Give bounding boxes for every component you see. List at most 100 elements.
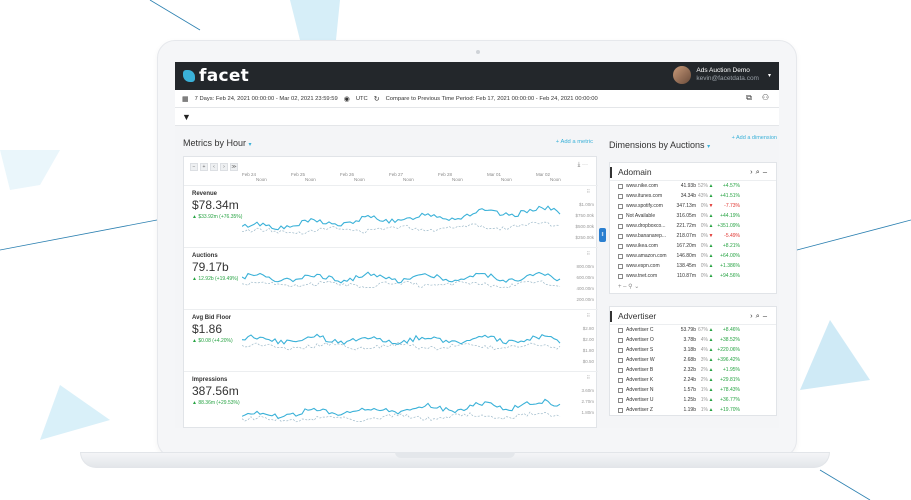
download-icon[interactable]: ⤓ xyxy=(577,162,581,168)
dimension-row[interactable]: Advertiser U 1.25b 1% ▲ +36.77% xyxy=(610,395,776,405)
comparison-series-line xyxy=(242,221,561,235)
chart-control-button[interactable]: + xyxy=(200,163,208,171)
dimension-row[interactable]: www.spotify.com 347.13m 0% ▼ -7.73% xyxy=(610,201,776,211)
time-axis-sub: Noon xyxy=(354,177,365,182)
row-checkbox[interactable] xyxy=(618,193,623,199)
dimension-row[interactable]: www.amazon.com 146.80m 0% ▲ +64.00% xyxy=(610,251,776,261)
add-metric-button[interactable]: + Add a metric xyxy=(555,139,593,145)
plus-icon[interactable]: + – ⚲ xyxy=(618,284,635,290)
row-checkbox[interactable] xyxy=(618,203,623,209)
dimension-row[interactable]: www.itunes.com 34.34b 43% ▲ +41.51% xyxy=(610,191,776,201)
chevron-down-icon[interactable]: ▾ xyxy=(767,72,771,79)
dimension-row[interactable]: Advertiser C 53.79b 67% ▲ +8.46% xyxy=(610,325,776,335)
row-checkbox[interactable] xyxy=(618,367,623,373)
row-checkbox[interactable] xyxy=(618,213,623,219)
chevron-down-icon[interactable]: ⌄ xyxy=(634,284,640,290)
dimension-row[interactable]: Advertiser Z 1.19b 1% ▲ +19.70% xyxy=(610,405,776,415)
row-delta: -7.73% xyxy=(724,203,740,209)
more-icon[interactable]: ⠿ xyxy=(586,375,590,380)
metric-name: Auctions xyxy=(192,253,218,259)
row-checkbox[interactable] xyxy=(618,273,623,279)
chevron-right-icon[interactable]: › xyxy=(750,311,756,320)
filter-icon[interactable]: ▼ xyxy=(182,112,191,122)
row-checkbox[interactable] xyxy=(618,407,623,413)
chart-control-button[interactable]: ≫ xyxy=(230,163,238,171)
arrow-up-icon: ▲ xyxy=(708,243,714,249)
dimension-card-title[interactable]: Adomain xyxy=(618,167,652,177)
row-checkbox[interactable] xyxy=(618,233,623,239)
metric-row: Impressions 387.56m ▲ 88.36m (+29.53%) 3.60… xyxy=(184,371,598,428)
row-checkbox[interactable] xyxy=(618,253,623,259)
row-checkbox[interactable] xyxy=(618,387,623,393)
time-range-filter[interactable]: 7 Days: Feb 24, 2021 00:00:00 - Mar 02, … xyxy=(194,95,338,102)
add-dimension-button[interactable]: + Add a dimension xyxy=(731,135,777,141)
row-value: 34.34b xyxy=(680,193,696,199)
row-percent: 2% xyxy=(700,377,708,383)
timezone-filter[interactable]: UTC xyxy=(355,95,368,102)
row-checkbox[interactable] xyxy=(618,337,623,343)
row-checkbox[interactable] xyxy=(618,347,623,353)
dimension-row[interactable]: Advertiser N 1.57b 1% ▲ +78.43% xyxy=(610,385,776,395)
row-checkbox[interactable] xyxy=(618,243,623,249)
row-percent: 0% xyxy=(700,203,708,209)
dimension-row[interactable]: Advertiser O 3.78b 4% ▲ +38.52% xyxy=(610,335,776,345)
metric-line-chart[interactable] xyxy=(242,190,572,246)
dimension-card-title[interactable]: Advertiser xyxy=(618,311,657,321)
chevron-right-icon[interactable]: › xyxy=(750,167,756,176)
facet-logo[interactable]: facet xyxy=(183,66,249,86)
more-icon[interactable]: ⠿ xyxy=(586,189,590,194)
dimension-row[interactable]: www.espn.com 138.45m 0% ▲ +1.386% xyxy=(610,261,776,271)
share-users-icon[interactable]: ⚇ xyxy=(761,93,769,102)
row-name: Advertiser Z xyxy=(626,407,653,413)
chart-control-button[interactable]: ‹ xyxy=(210,163,218,171)
arrow-up-icon: ▲ xyxy=(708,397,714,403)
row-checkbox[interactable] xyxy=(618,223,623,229)
dimension-row[interactable]: Advertiser W 2.68b 3% ▲ +396.42% xyxy=(610,355,776,365)
arrow-up-icon: ▲ xyxy=(708,213,714,219)
search-icon[interactable]: ⌕ xyxy=(755,167,763,176)
user-menu[interactable]: Ads Auction Demo kevin@facetdata.com ▾ xyxy=(673,66,771,84)
y-axis-label: $1.80 xyxy=(582,348,594,353)
dimensions-panel-title[interactable]: Dimensions by Auctions ▾ xyxy=(609,140,711,150)
dimension-row[interactable]: Advertiser S 3.18b 4% ▲ +220.06% xyxy=(610,345,776,355)
chart-control-button[interactable]: − xyxy=(190,163,198,171)
metrics-panel-title[interactable]: Metrics by Hour ▾ xyxy=(183,138,252,148)
dimension-row[interactable]: www.tnet.com 110.87m 0% ▲ +94.56% xyxy=(610,271,776,281)
row-checkbox[interactable] xyxy=(618,183,623,189)
row-checkbox[interactable] xyxy=(618,377,623,383)
collapse-icon[interactable]: – xyxy=(762,311,770,320)
collapse-icon[interactable]: – xyxy=(762,167,770,176)
row-name: Not Available xyxy=(626,213,656,219)
chart-control-button[interactable]: › xyxy=(220,163,228,171)
metric-line-chart[interactable] xyxy=(242,314,572,370)
row-percent: 0% xyxy=(700,233,708,239)
row-checkbox[interactable] xyxy=(618,397,623,403)
more-icon[interactable]: ⠿ xyxy=(586,313,590,318)
dimension-row[interactable]: Advertiser K 2.24b 2% ▲ +29.81% xyxy=(610,375,776,385)
row-delta: +396.42% xyxy=(717,357,740,363)
metric-value: $1.86 xyxy=(192,322,223,336)
time-axis-label: Mar 02 Noon xyxy=(536,172,561,182)
metric-line-chart[interactable] xyxy=(242,252,572,308)
dimension-row[interactable]: Not Available 316.05m 0% ▲ +44.19% xyxy=(610,211,776,221)
dimension-card: Advertiser ›⌕– Advertiser C 53.79b 67% ▲ +8.46… xyxy=(609,306,777,416)
dimension-row[interactable]: www.nike.com 41.93b 52% ▲ +4.57% xyxy=(610,181,776,191)
search-icon[interactable]: ⌕ xyxy=(755,311,763,320)
time-axis-label: Feb 28 Noon xyxy=(438,172,463,182)
more-icon[interactable]: ⋯ xyxy=(581,162,588,168)
user-name: Ads Auction Demo xyxy=(696,67,750,74)
filter-bar: ▦ 7 Days: Feb 24, 2021 00:00:00 - Mar 02… xyxy=(175,90,779,108)
row-checkbox[interactable] xyxy=(618,357,623,363)
panel-resize-handle[interactable]: ‖ xyxy=(599,228,606,242)
dimension-row[interactable]: www.ikea.com 167.20m 0% ▲ +8.21% xyxy=(610,241,776,251)
arrow-up-icon: ▲ xyxy=(708,263,714,269)
compare-filter[interactable]: Compare to Previous Time Period: Feb 17,… xyxy=(385,95,598,102)
more-icon[interactable]: ⠿ xyxy=(586,251,590,256)
metric-line-chart[interactable] xyxy=(242,376,572,428)
dimension-row[interactable]: www.bananarep... 218.07m 0% ▼ -5.49% xyxy=(610,231,776,241)
dimension-row[interactable]: www.dropboxco... 221.72m 0% ▲ +351.09% xyxy=(610,221,776,231)
dimension-row[interactable]: Advertiser B 2.32b 2% ▲ +1.95% xyxy=(610,365,776,375)
row-checkbox[interactable] xyxy=(618,263,623,269)
copy-icon[interactable]: ⧉ xyxy=(746,93,752,102)
row-checkbox[interactable] xyxy=(618,327,623,333)
